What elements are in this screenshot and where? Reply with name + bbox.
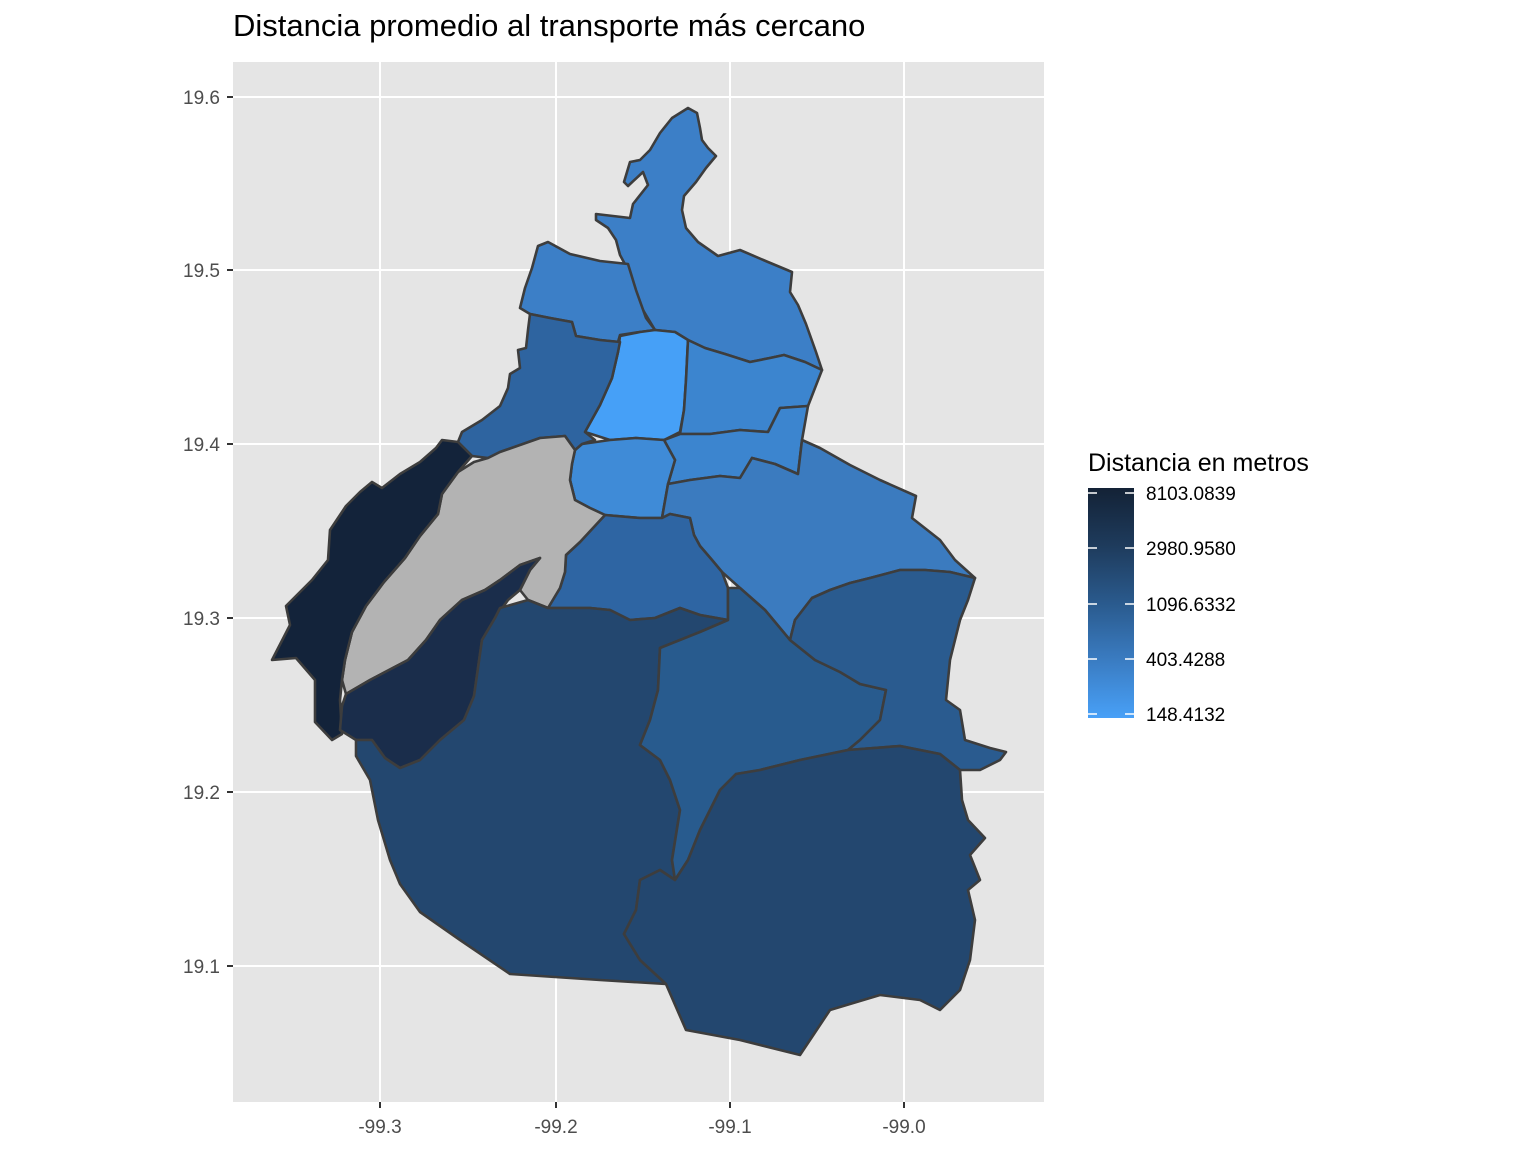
y-tick-label: 19.3 <box>183 609 220 630</box>
x-tick-label: -99.0 <box>882 1117 925 1138</box>
region-milpa-alta[interactable] <box>622 744 987 1057</box>
y-tick-label: 19.6 <box>183 88 220 109</box>
region-tlahuac[interactable] <box>788 568 1008 772</box>
regions <box>270 106 1008 1057</box>
chart-title: Distancia promedio al transporte más cer… <box>233 8 866 43</box>
y-tick-label: 19.2 <box>183 783 220 804</box>
y-tick-label: 19.4 <box>183 435 220 456</box>
legend-title: Distancia en metros <box>1088 449 1309 477</box>
x-tick-label: -99.2 <box>534 1117 577 1138</box>
axis-ticks <box>227 96 905 1108</box>
y-tick-labels: 19.6 19.5 19.4 19.3 19.2 19.1 <box>183 88 220 978</box>
y-tick-label: 19.1 <box>183 957 220 978</box>
x-tick-label: -99.3 <box>358 1117 401 1138</box>
x-tick-label: -99.1 <box>708 1117 751 1138</box>
legend-break-label: 148.4132 <box>1146 705 1225 726</box>
legend-break-label: 2980.9580 <box>1146 539 1236 560</box>
legend-break-label: 1096.6332 <box>1146 595 1236 616</box>
x-tick-labels: -99.3 -99.2 -99.1 -99.0 <box>358 1117 925 1138</box>
legend-break-label: 8103.0839 <box>1146 484 1236 505</box>
legend: Distancia en metros 8103.0839 2980.9580 … <box>1088 449 1309 726</box>
legend-colorbar <box>1088 488 1134 718</box>
legend-break-label: 403.4288 <box>1146 650 1225 671</box>
region-cuajimalpa[interactable] <box>270 438 474 742</box>
y-tick-label: 19.5 <box>183 261 220 282</box>
